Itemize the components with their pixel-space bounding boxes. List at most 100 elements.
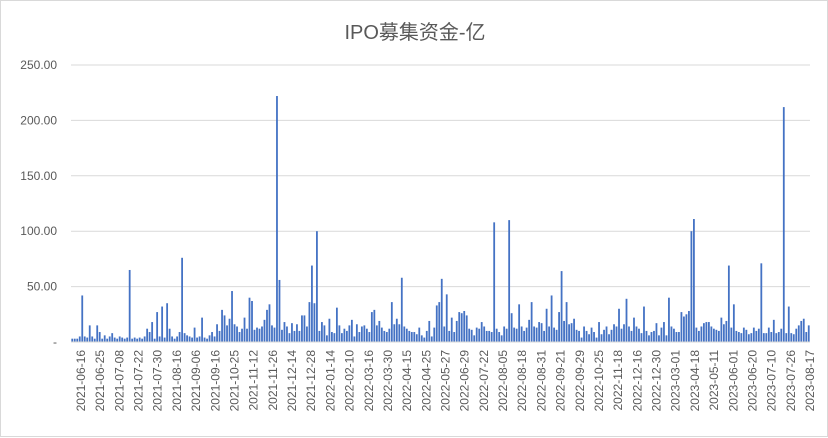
bar (88, 325, 91, 342)
x-tick-label: 2021-11-26 (266, 350, 280, 411)
bar (747, 334, 750, 342)
bar (710, 326, 713, 342)
x-tick-label: 2023-05-11 (707, 350, 721, 411)
bar (380, 327, 383, 342)
bar (348, 325, 351, 342)
bar (171, 336, 174, 342)
bar (276, 96, 278, 343)
bar (166, 303, 169, 342)
bar (658, 335, 660, 342)
bar (183, 333, 186, 342)
bar (151, 322, 154, 342)
x-tick-label: 2021-07-22 (132, 350, 146, 412)
bar (558, 312, 560, 342)
bar (548, 326, 550, 342)
bar (750, 333, 753, 342)
bar (683, 316, 685, 342)
bar (298, 330, 301, 342)
bar (198, 336, 201, 342)
bar (755, 330, 758, 342)
bar (705, 322, 708, 342)
bar (375, 325, 378, 342)
bar (111, 333, 114, 342)
bar (528, 319, 531, 342)
bar (495, 328, 498, 342)
bar (236, 326, 238, 342)
bar (266, 309, 268, 342)
bar (96, 325, 99, 342)
bar (737, 332, 740, 342)
bar (246, 328, 248, 342)
bar (123, 338, 126, 342)
x-tick-label: 2022-08-31 (534, 350, 548, 412)
bar (420, 335, 423, 342)
bar (440, 278, 443, 342)
bar (782, 107, 785, 342)
bar (645, 330, 648, 342)
x-tick-label: 2022-09-29 (573, 350, 587, 412)
bar (673, 328, 675, 342)
bar (223, 315, 226, 342)
bar (83, 336, 86, 342)
bar (732, 304, 735, 342)
bar (797, 325, 800, 342)
x-tick-label: 2022-10-25 (592, 350, 606, 412)
bar (598, 322, 600, 342)
bar (263, 319, 266, 342)
bar (226, 325, 228, 342)
bar (618, 308, 620, 342)
bar (707, 322, 710, 342)
bar (695, 327, 698, 342)
bar (370, 312, 373, 342)
bar (790, 333, 793, 342)
bar (395, 318, 398, 342)
bar (216, 324, 218, 342)
gridlines (71, 64, 810, 288)
bar (243, 317, 246, 342)
bar (555, 329, 558, 342)
bar (620, 328, 623, 342)
bar (283, 322, 286, 342)
bar (400, 277, 403, 342)
bar (173, 338, 176, 342)
y-tick-label: 50.00 (27, 280, 57, 294)
bar (665, 335, 668, 342)
bar (248, 297, 251, 342)
x-tick-label: 2022-07-22 (477, 350, 491, 412)
bar (802, 318, 805, 342)
bar (648, 335, 650, 342)
bar (553, 327, 555, 342)
bar (133, 337, 136, 342)
bar (385, 332, 388, 342)
bar (301, 315, 303, 342)
bar (777, 332, 780, 342)
bar (231, 291, 233, 342)
bar (570, 323, 573, 342)
bar (510, 313, 513, 342)
bar (340, 333, 343, 342)
bar (113, 337, 116, 342)
bar (161, 306, 164, 342)
bar (688, 310, 690, 342)
bar (685, 314, 688, 342)
bar (118, 336, 121, 342)
x-tick-label: 2021-06-16 (74, 350, 88, 412)
bar (350, 319, 353, 342)
y-tick-label: 250.00 (20, 58, 57, 72)
bar (767, 327, 770, 342)
bar (615, 326, 618, 342)
bar (201, 317, 203, 342)
bar (168, 328, 171, 342)
bar (722, 324, 725, 342)
bar (515, 328, 518, 342)
bar (131, 338, 134, 342)
bar (565, 302, 568, 342)
bar (453, 332, 456, 342)
bar (91, 336, 94, 342)
bar (588, 334, 590, 342)
bar (518, 304, 521, 342)
bar (278, 279, 281, 342)
bar (702, 323, 705, 342)
bar (148, 332, 151, 342)
bar (106, 338, 109, 342)
